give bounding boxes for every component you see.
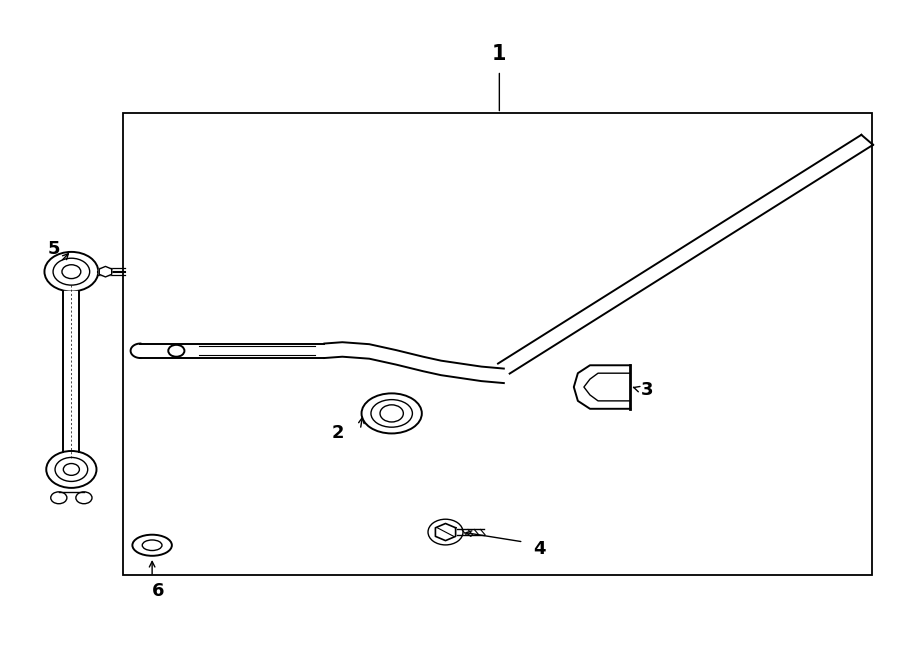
Bar (122, 113, 872, 575)
Text: 4: 4 (534, 540, 546, 557)
Polygon shape (436, 524, 455, 541)
Circle shape (63, 463, 79, 475)
Text: 1: 1 (492, 44, 507, 64)
Circle shape (62, 265, 81, 279)
Polygon shape (63, 291, 79, 451)
Polygon shape (99, 266, 112, 277)
Text: 5: 5 (47, 240, 59, 258)
Text: 6: 6 (152, 583, 165, 600)
Text: 3: 3 (641, 381, 653, 399)
Text: 2: 2 (331, 424, 344, 442)
